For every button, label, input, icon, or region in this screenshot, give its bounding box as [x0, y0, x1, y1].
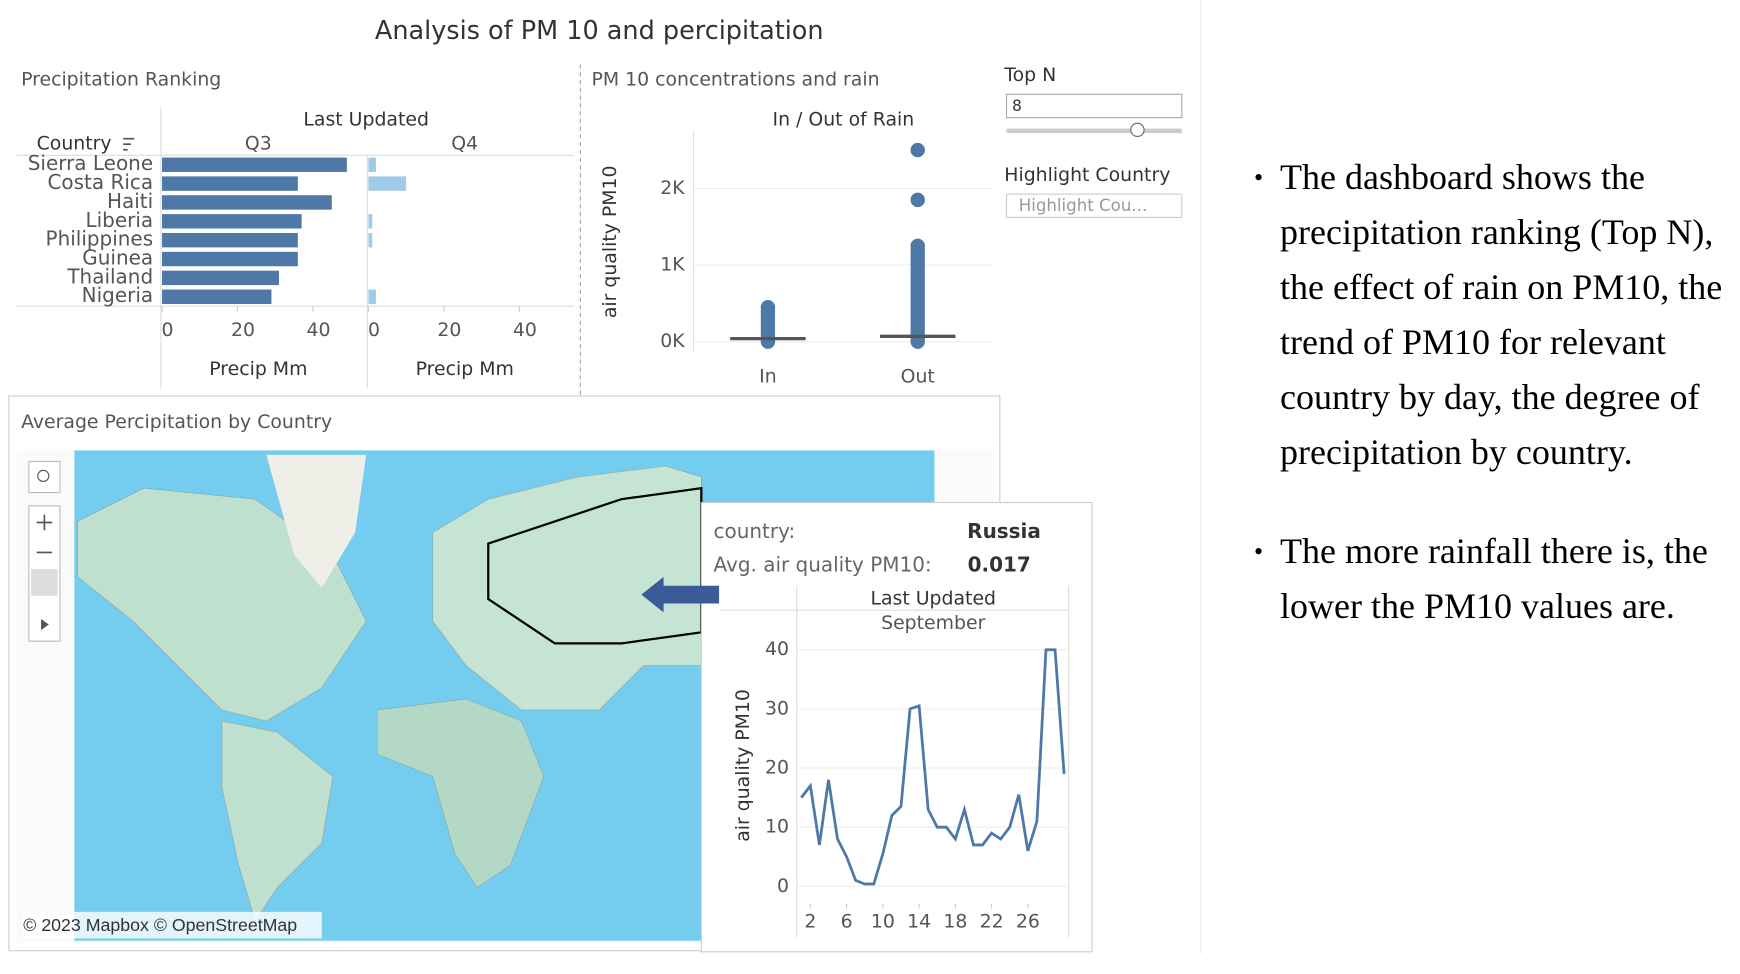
bar — [162, 289, 272, 304]
notes: The dashboard shows the precipitation ra… — [1254, 150, 1740, 678]
y-tick-label: 0K — [660, 330, 685, 352]
x-tick-label: 10 — [871, 910, 895, 932]
bar — [368, 157, 376, 172]
control-label: Top N — [1003, 64, 1056, 86]
topn-input[interactable] — [1005, 93, 1183, 119]
category-label: Thailand — [66, 264, 153, 288]
x-tick-label: 18 — [943, 910, 967, 932]
x-tick-label: 2 — [804, 910, 816, 932]
bullet: The dashboard shows the precipitation ra… — [1254, 150, 1740, 480]
subheader: September — [881, 612, 986, 634]
bar — [368, 176, 407, 191]
bar — [162, 251, 298, 267]
category-label: Philippines — [46, 227, 154, 251]
bar — [162, 157, 347, 172]
slider-thumb[interactable] — [1130, 122, 1145, 138]
tooltip-value: Russia — [967, 519, 1041, 543]
point — [910, 192, 925, 208]
y-tick-label: 2K — [660, 177, 685, 199]
category-label: Haiti — [107, 189, 153, 213]
bar — [162, 214, 302, 229]
map-title: Average Percipitation by Country — [21, 411, 332, 433]
panel-title: Precipitation Ranking — [21, 68, 221, 90]
bar — [368, 289, 376, 304]
category-label: Sierra Leone — [28, 151, 153, 175]
x-tick-label: 0 — [368, 319, 380, 341]
x-tick-label: 20 — [231, 319, 255, 341]
header: In / Out of Rain — [773, 108, 915, 130]
bar — [162, 176, 298, 191]
tooltip-label: Avg. air quality PM10: — [714, 552, 932, 576]
bar — [162, 195, 332, 210]
x-tick-label: 6 — [841, 910, 853, 932]
tooltip-label: country: — [714, 519, 796, 543]
category-label: Costa Rica — [47, 170, 153, 194]
point — [760, 299, 776, 315]
x-tick-label: In — [759, 366, 777, 388]
category-label: Liberia — [85, 208, 153, 232]
control-label: Highlight Country — [1004, 164, 1170, 186]
x-tick-label: 22 — [980, 910, 1004, 932]
x-tick-label: Out — [901, 366, 935, 388]
point — [910, 142, 925, 158]
point — [910, 238, 925, 254]
x-tick-label: 40 — [513, 319, 537, 341]
y-axis-label: air quality PM10 — [732, 689, 754, 842]
y-tick-label: 10 — [765, 816, 789, 838]
y-tick-label: 0 — [777, 875, 789, 897]
search-button[interactable] — [28, 460, 61, 494]
category-label: Guinea — [82, 246, 153, 270]
bar — [368, 214, 373, 229]
bar — [162, 232, 298, 248]
attribution: © 2023 Mapbox © OpenStreetMap — [23, 915, 297, 935]
sort-icon — [123, 137, 135, 151]
reset-button[interactable] — [31, 569, 58, 596]
x-tick-label: 40 — [306, 319, 330, 341]
tooltip — [700, 501, 1093, 953]
x-tick-label: 14 — [907, 910, 931, 932]
land — [266, 454, 367, 588]
topn-value: 8 — [1012, 97, 1022, 115]
attribution-bg — [22, 911, 322, 939]
column-header: Q3 — [245, 133, 272, 155]
bar — [162, 270, 279, 286]
land — [221, 720, 334, 922]
bullet: The more rainfall there is, the lower th… — [1254, 524, 1740, 634]
dashboard-title: Analysis of PM 10 and percipitation — [375, 16, 824, 46]
header: Last Updated — [303, 108, 429, 130]
x-tick-label: 20 — [437, 319, 461, 341]
x-tick-label: 26 — [1016, 910, 1040, 932]
category-header: Country — [37, 133, 112, 155]
icon — [37, 469, 50, 483]
charts: Precipitation Ranking Last Updated Country… — [21, 68, 1070, 938]
tooltip-value: 0.017 — [968, 552, 1031, 576]
x-axis-label: Precip Mm — [209, 358, 307, 380]
panel-title: PM 10 concentrations and rain — [591, 68, 879, 90]
arrow — [641, 576, 720, 613]
y-tick-label: 40 — [765, 638, 789, 660]
line — [800, 648, 1066, 886]
russia[interactable] — [487, 486, 703, 645]
x-axis-label: Precip Mm — [416, 358, 514, 380]
zoom-in[interactable] — [36, 514, 53, 531]
y-tick-label: 20 — [765, 757, 789, 779]
bar — [368, 232, 373, 248]
y-tick-label: 30 — [765, 697, 789, 719]
land — [376, 698, 545, 888]
header: Last Updated — [870, 588, 996, 610]
y-axis-label: air quality PM10 — [599, 165, 621, 318]
x-tick-label: 0 — [162, 319, 174, 341]
y-tick-label: 1K — [660, 254, 685, 276]
highlight-input[interactable] — [1005, 193, 1183, 218]
column-header: Q4 — [451, 133, 478, 155]
category-label: Nigeria — [82, 283, 153, 307]
highlight-placeholder: Highlight Cou... — [1019, 196, 1148, 215]
expand-button[interactable] — [41, 619, 49, 631]
